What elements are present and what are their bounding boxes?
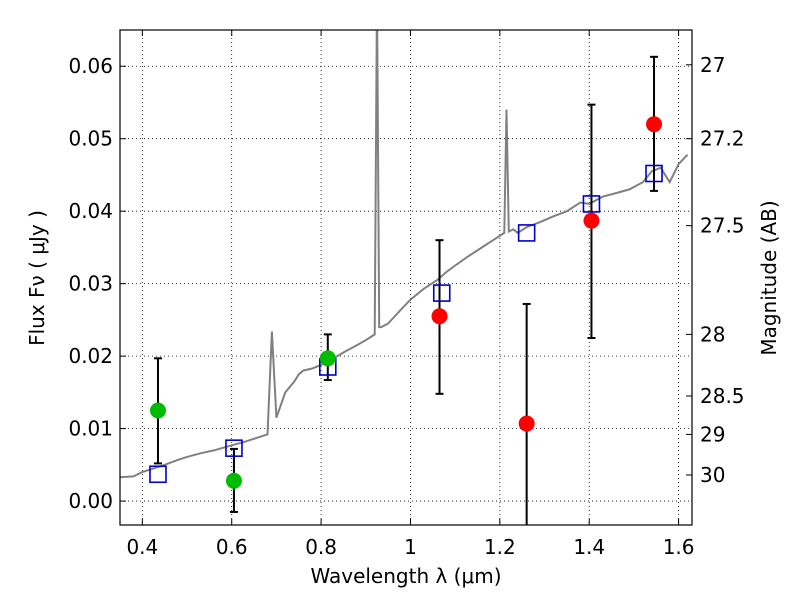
axis-ticks [120,30,692,525]
y2-tick-label: 29 [700,422,725,446]
plot-background [120,30,692,525]
y2-tick-label: 27.5 [700,214,745,238]
x-tick-label: 0.6 [216,535,248,559]
x-tick-label: 1 [404,535,417,559]
y-tick-label: 0.00 [68,489,113,513]
x-tick-label: 0.4 [126,535,158,559]
model-square [149,465,167,484]
observed-point-green [225,472,242,489]
y2-tick-labels: 27 27.2 27.5 28 28.5 29 30 [700,53,745,487]
observed-point-red [583,212,600,229]
y2-tick-label: 28 [700,322,725,346]
model-square [517,224,536,242]
observed-point-green [319,350,336,367]
observed-point-red [646,116,663,133]
y2-tick-label: 27.2 [700,127,745,151]
y-tick-label: 0.02 [68,344,113,368]
y2-tick-label: 28.5 [700,384,745,408]
plot-content [120,30,689,525]
y-tick-label: 0.06 [68,54,113,78]
x-tick-label: 0.8 [305,535,337,559]
plot-frame [119,29,693,526]
observed-points [149,116,663,489]
observed-point-red [518,415,535,432]
y2-tick-label: 30 [700,463,725,487]
x-tick-labels: 0.4 0.6 0.8 1 1.2 1.4 1.6 [126,535,694,559]
model-points [149,164,663,484]
y-tick-label: 0.01 [68,417,113,441]
model-square [645,164,663,183]
observed-point-green [149,402,166,419]
y-tick-labels: 0.00 0.01 0.02 0.03 0.04 0.05 0.06 [68,54,113,513]
model-square [432,284,451,302]
y2-tick-label: 27 [700,53,725,77]
y-tick-label: 0.04 [68,199,113,223]
y2-axis-label: Magnitude (AB) [757,200,781,355]
x-axis-label: Wavelength λ (μm) [310,564,501,588]
model-square [582,195,601,213]
x-tick-label: 1.2 [484,535,516,559]
observed-point-red [431,308,448,325]
y-axis-label: Flux Fν ( μJy ) [25,210,49,346]
model-square [225,439,243,457]
x-tick-label: 1.6 [663,535,695,559]
x-tick-label: 1.4 [573,535,605,559]
y-tick-label: 0.05 [68,127,113,151]
y-tick-label: 0.03 [68,272,113,296]
